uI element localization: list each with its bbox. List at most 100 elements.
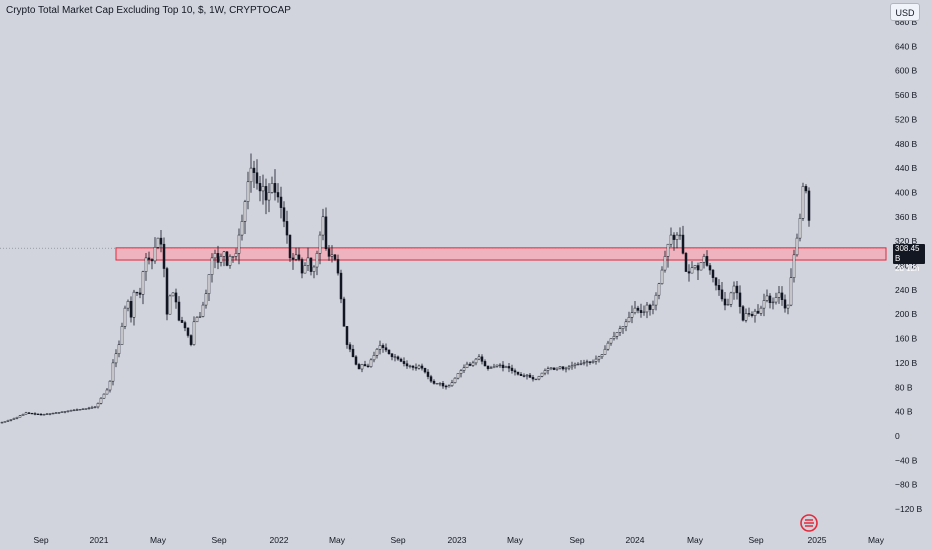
candle-body [780,292,784,300]
candle-body [18,415,22,418]
x-tick-label: Sep [211,535,226,545]
candle-body [735,285,739,294]
candle-body [621,326,625,329]
y-tick-label: 680 B [895,17,918,27]
candle-body [726,304,730,306]
candle-body [561,366,565,370]
candle-body [519,374,523,376]
candle-body [525,374,529,377]
y-tick-label: −120 B [895,504,923,514]
candle-body [738,292,742,307]
candle-body [504,366,508,369]
candle-body [594,358,598,362]
candle-body [798,218,802,239]
x-tick-label: Sep [569,535,584,545]
candle-body [144,257,148,272]
candle-body [804,186,808,192]
candle-body [57,412,61,414]
candle-body [489,367,493,369]
candle-body [552,367,556,370]
candle-body [372,355,376,361]
candle-body [588,361,592,363]
candle-body [690,267,694,274]
candle-body [165,268,169,315]
candle-body [228,256,232,266]
candle-body [309,257,313,272]
candle-body [207,274,211,294]
support-resistance-zone[interactable] [115,247,887,261]
candle-body [501,364,505,369]
candle-body [645,304,649,313]
candle-body [603,348,607,355]
candle-body [633,307,637,313]
x-tick-label: 2025 [808,535,827,545]
candle-body [426,371,430,377]
candle-body [807,190,811,221]
candle-body [198,316,202,318]
candle-body [33,413,37,415]
candle-body [201,304,205,317]
candle-body [753,310,757,316]
candle-body [135,291,139,294]
candle-body [573,363,577,366]
x-tick-label: 2021 [90,535,109,545]
x-tick-label: 2024 [626,535,645,545]
candle-body [675,234,679,240]
candle-body [159,237,163,245]
candle-body [168,295,172,315]
candle-body [414,367,418,369]
candle-body [276,192,280,198]
candle-body [243,201,247,222]
currency-button[interactable]: USD [890,3,920,21]
candle-body [288,234,292,259]
candle-body [693,265,697,269]
y-tick-label: 320 B [895,236,918,246]
candle-body [63,411,67,413]
candle-body [615,332,619,337]
candle-body [702,256,706,263]
candle-body [45,413,49,415]
candle-body [183,322,187,329]
candle-body [465,363,469,369]
candle-body [558,366,562,369]
candle-body [72,409,76,412]
candle-body [510,367,514,371]
candle-body [759,307,763,314]
candle-body [462,367,466,371]
candle-body [177,301,181,321]
candle-body [270,183,274,193]
candle-body [459,370,463,374]
candle-body [570,365,574,368]
candle-body [48,413,52,415]
candle-body [468,363,472,366]
candle-body [624,321,628,327]
y-tick-label: 560 B [895,90,918,100]
y-tick-label: 0 [895,431,900,441]
candle-body [261,186,265,192]
tradingview-logo-icon[interactable] [800,514,818,532]
candle-body [423,367,427,373]
candle-body [273,183,277,193]
candle-body [360,364,364,370]
candle-body [597,356,601,360]
candle-body [318,234,322,254]
candle-body [9,419,13,421]
candle-body [411,365,415,368]
candle-body [756,310,760,314]
y-tick-label: 40 B [895,407,913,417]
candle-body [120,326,124,345]
candle-body [126,301,130,309]
candle-body [408,365,412,367]
candle-body [549,367,553,369]
candle-body [27,412,31,414]
candle-body [162,243,166,269]
candle-body [231,256,235,258]
candle-body [717,285,721,291]
y-axis: 680 B 640 B 600 B 560 B 520 B 480 B 440 B 400 B… [895,17,923,514]
candle-body [678,234,682,237]
candle-body [285,221,289,236]
candle-body [219,256,223,263]
candle-body [507,366,511,369]
candle-body [405,363,409,367]
